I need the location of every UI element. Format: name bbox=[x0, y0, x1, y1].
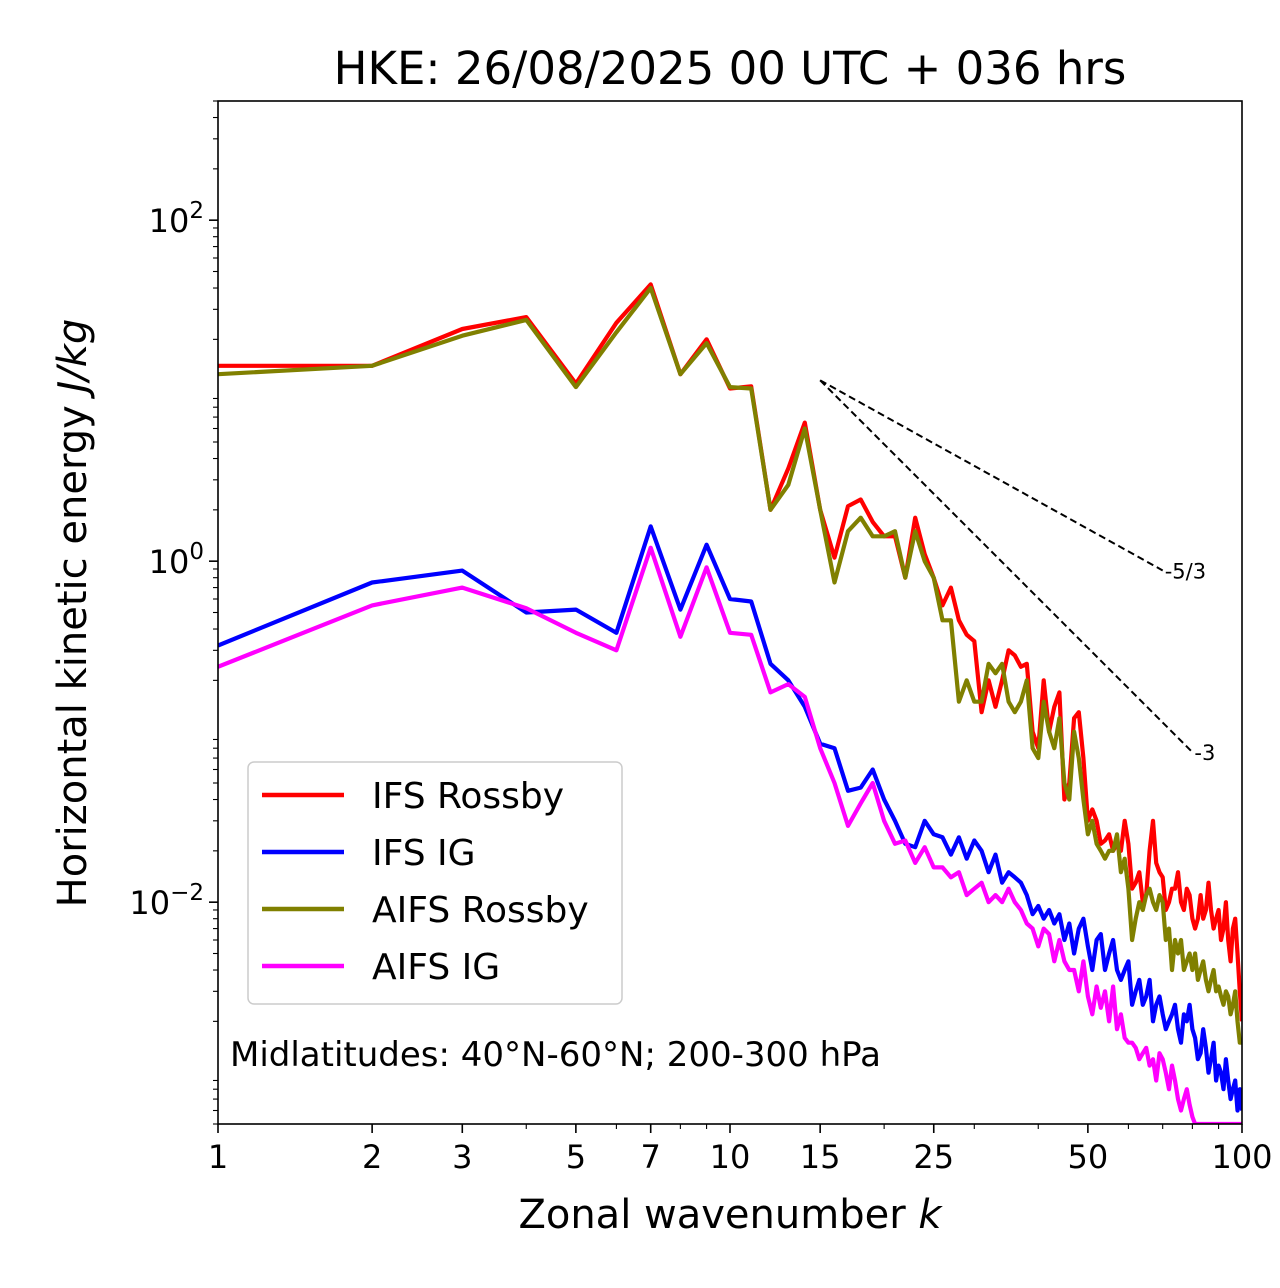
legend-label: IFS Rossby bbox=[372, 776, 564, 817]
series-line bbox=[218, 524, 1242, 1113]
series-line bbox=[218, 545, 1242, 1124]
y-tick-label: 10−2 bbox=[129, 880, 204, 922]
x-tick-label: 2 bbox=[362, 1138, 382, 1176]
x-tick-label: 50 bbox=[1068, 1138, 1109, 1176]
series-lines bbox=[218, 282, 1242, 1124]
region-annotation: Midlatitudes: 40°N-60°N; 200-300 hPa bbox=[230, 1035, 881, 1075]
x-tick-label: 100 bbox=[1211, 1138, 1272, 1176]
y-tick-label: 100 bbox=[149, 539, 204, 581]
x-tick-label: 5 bbox=[566, 1138, 586, 1176]
x-tick-label: 15 bbox=[800, 1138, 841, 1176]
x-tick-label: 7 bbox=[641, 1138, 661, 1176]
slope-label: -3 bbox=[1194, 741, 1215, 765]
y-tick-label: 102 bbox=[149, 198, 204, 240]
slope-label: -5/3 bbox=[1165, 559, 1206, 583]
legend: IFS Rossby IFS IG AIFS Rossby AIFS IG bbox=[247, 761, 623, 1005]
legend-box bbox=[247, 761, 623, 1005]
x-tick-label: 10 bbox=[710, 1138, 751, 1176]
x-tick-label: 1 bbox=[208, 1138, 228, 1176]
x-tick-label: 25 bbox=[913, 1138, 954, 1176]
plot-frame bbox=[217, 100, 1243, 1125]
x-tick-label: 3 bbox=[452, 1138, 472, 1176]
x-axis-label: Zonal wavenumber k bbox=[518, 1192, 943, 1238]
legend-label: AIFS Rossby bbox=[372, 890, 589, 931]
series-line bbox=[218, 282, 1242, 1022]
x-tick-labels: 1 2 3 5 7 10 15 25 50 100 bbox=[208, 1138, 1273, 1176]
series-line bbox=[218, 285, 1242, 1045]
reference-slope-labels: -5/3 -3 bbox=[1165, 559, 1216, 765]
chart-title: HKE: 26/08/2025 00 UTC + 036 hrs bbox=[334, 42, 1127, 95]
legend-label: IFS IG bbox=[372, 833, 476, 874]
major-ticks bbox=[209, 219, 1243, 1133]
minor-ticks bbox=[213, 100, 1220, 1129]
y-axis-label: Horizontal kinetic energy J/kg bbox=[50, 319, 96, 908]
y-tick-labels: 10−2 100 102 bbox=[129, 198, 204, 922]
legend-label: AIFS IG bbox=[372, 947, 500, 988]
